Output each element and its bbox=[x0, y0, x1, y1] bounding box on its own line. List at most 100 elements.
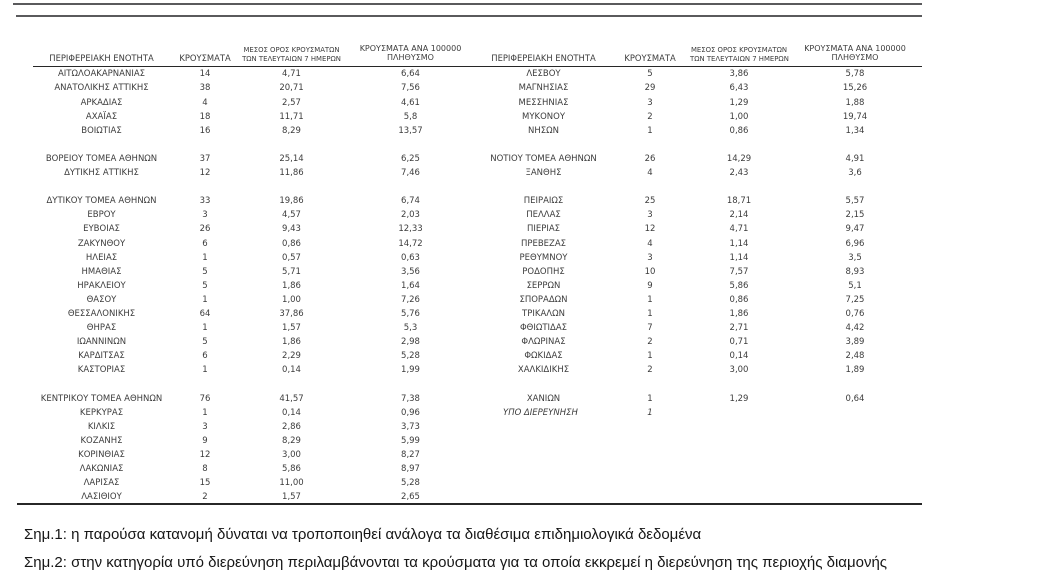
table-row: ΚΟΖΑΝΗΣ 9 8,29 5,99 bbox=[33, 434, 478, 448]
cell-cases: 1 bbox=[202, 365, 208, 376]
cell-cases: 2 bbox=[647, 365, 653, 376]
cell-avg7: 25,14 bbox=[279, 153, 304, 164]
table-row: ΤΡΙΚΑΛΩΝ 1 1,86 0,76 bbox=[477, 307, 922, 321]
cell-per100k: 2,15 bbox=[845, 210, 865, 221]
cell-per100k: 5,28 bbox=[401, 351, 420, 362]
cell-region: ΒΟΡΕΙΟΥ ΤΟΜΕΑ ΑΘΗΝΩΝ bbox=[45, 153, 158, 164]
cell-per100k bbox=[788, 138, 922, 152]
cell-region: ΧΑΝΙΩΝ bbox=[526, 393, 561, 404]
cell-avg7: 1,57 bbox=[282, 492, 301, 503]
table-row: ΕΒΡΟΥ 3 4,57 2,03 bbox=[33, 208, 478, 222]
cell-cases: 1 bbox=[647, 294, 653, 305]
table-row: ΧΑΝΙΩΝ 1 1,29 0,64 bbox=[477, 392, 922, 406]
cell-cases: 37 bbox=[199, 153, 211, 164]
cell-cases: 1 bbox=[647, 393, 653, 404]
cell-per100k: 3,73 bbox=[401, 421, 420, 432]
cell-avg7: 11,86 bbox=[279, 168, 304, 179]
table-row: ΒΟΡΕΙΟΥ ΤΟΜΕΑ ΑΘΗΝΩΝ 37 25,14 6,25 bbox=[33, 152, 478, 166]
cell-region bbox=[33, 138, 170, 152]
cell-per100k: 3,89 bbox=[845, 337, 865, 348]
col-header-avg7-line1: ΜΕΣΟΣ ΟΡΟΣ ΚΡΟΥΣΜΑΤΩΝ bbox=[690, 46, 788, 55]
table-row: ΝΗΣΩΝ 1 0,86 1,34 bbox=[477, 124, 922, 138]
top-rule-1 bbox=[13, 3, 922, 6]
col-header-per100k-line1: ΚΡΟΥΣΜΑΤΑ ΑΝΑ 100000 bbox=[359, 43, 462, 53]
cell-per100k: 6,25 bbox=[401, 153, 420, 164]
cell-avg7: 1,00 bbox=[282, 294, 301, 305]
cell-per100k: 7,38 bbox=[401, 393, 420, 404]
table-row: ΠΕΛΛΑΣ 3 2,14 2,15 bbox=[477, 208, 922, 222]
cell-per100k: 7,26 bbox=[401, 294, 420, 305]
cell-region: ΗΡΑΚΛΕΙΟΥ bbox=[77, 280, 126, 291]
cell-region: ΞΑΝΘΗΣ bbox=[525, 168, 562, 179]
cell-cases: 18 bbox=[199, 111, 211, 122]
cell-region: ΙΩΑΝΝΙΝΩΝ bbox=[76, 337, 127, 348]
cell-avg7: 1,14 bbox=[729, 252, 749, 263]
cell-region: ΦΛΩΡΙΝΑΣ bbox=[521, 337, 566, 348]
cell-cases: 1 bbox=[202, 252, 208, 263]
table-row: ΘΑΣΟΥ 1 1,00 7,26 bbox=[33, 293, 478, 307]
left-table-body: ΑΙΤΩΛΟΑΚΑΡΝΑΝΙΑΣ 14 4,71 6,64 ΑΝΑΤΟΛΙΚΗΣ ΑΤΤ… bbox=[33, 67, 478, 504]
cell-cases: 5 bbox=[647, 69, 653, 80]
cell-per100k: 7,25 bbox=[845, 294, 865, 305]
cell-per100k: 1,34 bbox=[845, 125, 865, 136]
cell-region: ΦΩΚΙΔΑΣ bbox=[524, 351, 563, 362]
cell-cases: 6 bbox=[202, 238, 208, 249]
table-row: ΜΑΓΝΗΣΙΑΣ 29 6,43 15,26 bbox=[477, 81, 922, 95]
cell-avg7: 7,57 bbox=[729, 266, 749, 277]
cell-cases: 1 bbox=[647, 407, 653, 418]
cell-avg7 bbox=[240, 180, 343, 194]
table-row: ΛΑΚΩΝΙΑΣ 8 5,86 8,97 bbox=[33, 462, 478, 476]
cell-avg7: 4,71 bbox=[729, 224, 749, 235]
cell-region bbox=[477, 377, 610, 391]
cell-per100k: 8,97 bbox=[401, 464, 420, 475]
cell-avg7: 0,71 bbox=[729, 337, 749, 348]
cell-region: ΧΑΛΚΙΔΙΚΗΣ bbox=[517, 365, 570, 376]
table-row: ΙΩΑΝΝΙΝΩΝ 5 1,86 2,98 bbox=[33, 335, 478, 349]
cell-cases: 3 bbox=[202, 210, 208, 221]
table-row: ΜΥΚΟΝΟΥ 2 1,00 19,74 bbox=[477, 110, 922, 124]
cell-per100k: 1,88 bbox=[845, 97, 865, 108]
col-header-avg7-line1: ΜΕΣΟΣ ΟΡΟΣ ΚΡΟΥΣΜΑΤΩΝ bbox=[243, 46, 340, 55]
col-header-region: ΠΕΡΙΦΕΡΕΙΑΚΗ ΕΝΟΤΗΤΑ bbox=[491, 52, 596, 63]
cell-avg7: 1,86 bbox=[282, 337, 301, 348]
cell-region: ΜΥΚΟΝΟΥ bbox=[521, 111, 566, 122]
cell-cases: 14 bbox=[199, 69, 211, 80]
cell-cases: 6 bbox=[202, 351, 208, 362]
table-row: ΕΥΒΟΙΑΣ 26 9,43 12,33 bbox=[33, 222, 478, 236]
cell-avg7 bbox=[690, 180, 788, 194]
cell-avg7: 0,14 bbox=[282, 407, 301, 418]
cell-cases: 2 bbox=[647, 111, 653, 122]
cell-avg7: 0,14 bbox=[282, 365, 301, 376]
left-table-header: ΠΕΡΙΦΕΡΕΙΑΚΗ ΕΝΟΤΗΤΑ ΚΡΟΥΣΜΑΤΑ ΜΕΣΟΣ ΟΡΟ… bbox=[33, 38, 478, 66]
cell-region: ΕΒΡΟΥ bbox=[87, 210, 116, 221]
cell-per100k bbox=[788, 377, 922, 391]
cell-region bbox=[33, 377, 170, 391]
cell-avg7: 1,14 bbox=[729, 238, 749, 249]
cell-cases: 10 bbox=[644, 266, 656, 277]
cell-per100k: 5,1 bbox=[848, 280, 862, 291]
cell-per100k: 19,74 bbox=[842, 111, 868, 122]
col-header-per100k-line2: ΠΛΗΘΥΣΜΟ bbox=[831, 53, 879, 63]
cell-cases bbox=[170, 138, 240, 152]
cell-per100k: 3,5 bbox=[848, 252, 862, 263]
cell-avg7: 2,71 bbox=[729, 323, 749, 334]
cell-cases: 64 bbox=[199, 308, 211, 319]
table-row: ΒΟΙΩΤΙΑΣ 16 8,29 13,57 bbox=[33, 124, 478, 138]
cell-avg7: 1,86 bbox=[729, 308, 749, 319]
cell-per100k: 5,99 bbox=[401, 435, 420, 446]
cell-cases: 3 bbox=[647, 97, 653, 108]
table-row: ΗΜΑΘΙΑΣ 5 5,71 3,56 bbox=[33, 265, 478, 279]
cell-per100k bbox=[788, 180, 922, 194]
cell-region bbox=[33, 180, 170, 194]
cell-avg7 bbox=[690, 406, 788, 420]
cell-cases: 8 bbox=[202, 464, 208, 475]
cell-avg7: 14,29 bbox=[726, 153, 752, 164]
cell-cases: 1 bbox=[202, 407, 208, 418]
table-row-spacer bbox=[477, 377, 922, 391]
cell-avg7: 37,86 bbox=[279, 308, 304, 319]
cell-cases: 7 bbox=[647, 323, 653, 334]
cell-avg7: 0,86 bbox=[729, 294, 749, 305]
col-header-per100k: ΚΡΟΥΣΜΑΤΑ ΑΝΑ 100000 ΠΛΗΘΥΣΜΟ bbox=[343, 44, 478, 66]
cell-cases: 9 bbox=[202, 435, 208, 446]
